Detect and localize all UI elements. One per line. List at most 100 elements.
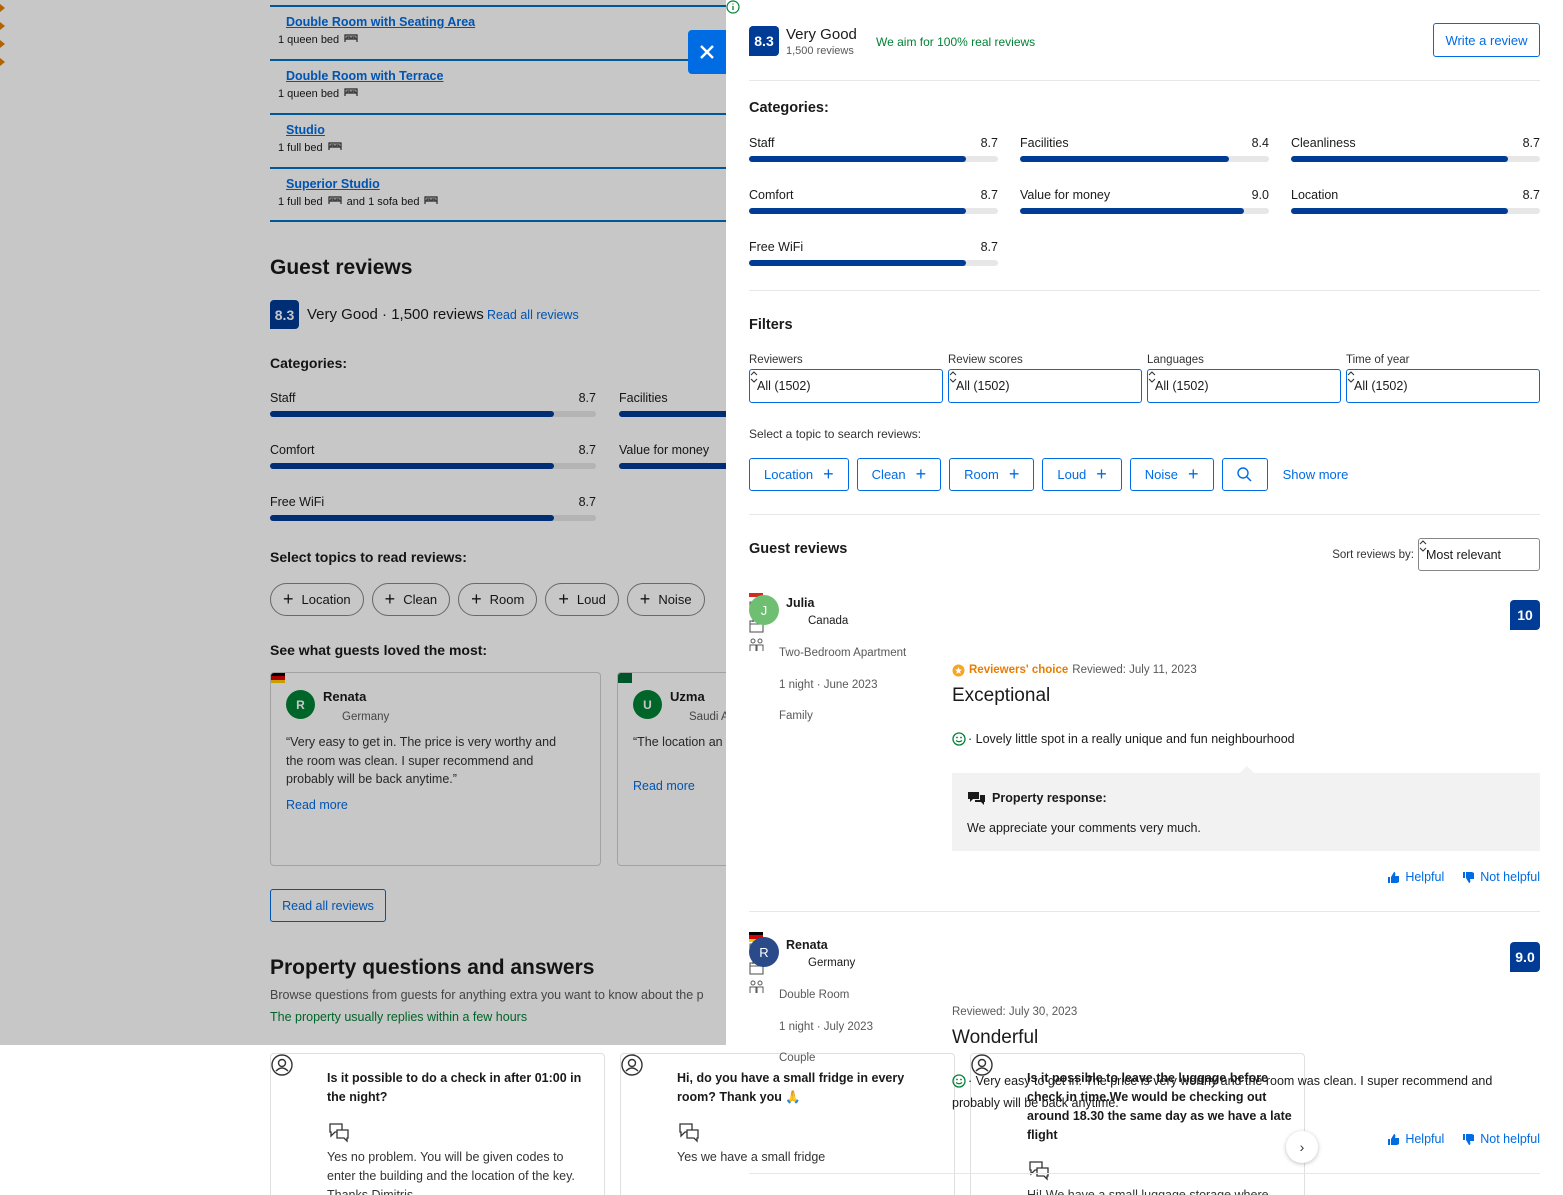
read-all-link[interactable]: Read all reviews [487, 308, 579, 322]
category-name: Staff [270, 391, 296, 405]
avatar: R [749, 937, 779, 967]
category-score: 8.4 [1251, 136, 1269, 150]
topic-label: Clean [403, 592, 438, 607]
read-all-button[interactable]: Read all reviews [270, 889, 386, 922]
room-link[interactable]: Double Room with Terrace [286, 69, 444, 83]
expand-arrow [0, 18, 1563, 36]
filters-title: Filters [749, 317, 793, 333]
stay-icon [749, 619, 1540, 638]
filter-select[interactable]: All (1502) [1346, 369, 1540, 403]
topic-label: Loud [576, 592, 606, 607]
reviewers-choice: Reviewers' choice [969, 664, 1069, 676]
search-button[interactable] [1221, 458, 1268, 491]
helpful-button[interactable]: Helpful [1387, 1130, 1444, 1148]
thumb-icon-shape [1388, 871, 1400, 883]
topic-label: Room [964, 467, 999, 482]
reviewer-name: Uzma [670, 689, 705, 704]
reviewer-name: Renata [323, 689, 367, 704]
divider [749, 290, 1540, 291]
review-meta: Reviewed: July 30, 2023 [952, 1003, 1540, 1021]
close-button[interactable] [688, 30, 726, 74]
filter-value: All (1502) [757, 379, 811, 393]
divider [270, 59, 726, 61]
category-name: Location [1291, 188, 1339, 202]
category-name: Cleanliness [1291, 136, 1356, 150]
not-helpful-button[interactable]: Not helpful [1462, 868, 1540, 886]
review: J Julia Canada Two-Bedroom Apartment 1 night… [749, 590, 1540, 912]
topic-label: Noise [1144, 467, 1179, 482]
sort-select[interactable]: Most relevant [1418, 538, 1540, 571]
helpful-button[interactable]: Helpful [1387, 868, 1444, 886]
qa-card: Hi, do you have a small fridge in every … [620, 1053, 955, 1195]
bed-icon [328, 141, 342, 154]
expand-arrow-shape [0, 40, 5, 48]
topic-button[interactable]: Clean + [856, 458, 942, 491]
not-helpful-button[interactable]: Not helpful [1462, 1130, 1540, 1148]
info-icon [726, 0, 1563, 19]
avatar: R [286, 690, 315, 719]
carousel-next[interactable]: › [1286, 1131, 1318, 1163]
review-card: R Renata Germany “Very easy to get in. The … [270, 672, 601, 866]
traveler-icon-shape [749, 638, 764, 651]
read-more[interactable]: Read more [286, 798, 348, 812]
score-bar [1291, 156, 1508, 162]
write-review-button[interactable]: Write a review [1433, 23, 1540, 57]
filter-select[interactable]: All (1502) [1147, 369, 1341, 403]
category-score: 8.7 [1522, 136, 1540, 150]
room-link[interactable]: Studio [286, 123, 325, 137]
review-text: · Lovely little spot in a really unique … [968, 732, 1295, 746]
expand-arrow [0, 54, 1563, 72]
filter-select[interactable]: All (1502) [948, 369, 1142, 403]
filter-label: Reviewers [749, 354, 803, 366]
topic-label: Location [764, 467, 814, 482]
qa-title: Property questions and answers [270, 956, 595, 979]
room-link[interactable]: Double Room with Seating Area [286, 15, 476, 29]
reviewer-country: Canada [808, 615, 849, 627]
review-text-row: · Lovely little spot in a really unique … [952, 730, 1527, 752]
reviewer-country: Germany [342, 711, 390, 723]
traveler-icon [749, 638, 1540, 657]
topic-pills: + Location + Clean + Room + Loud + Noise [270, 583, 705, 616]
plus-icon: + [1096, 464, 1107, 484]
read-more[interactable]: Read more [633, 779, 695, 793]
topic-pill[interactable]: + Location [270, 583, 364, 616]
thumb-icon [1387, 871, 1400, 884]
topic-button[interactable]: Location + [749, 458, 849, 491]
topic-button[interactable]: Loud + [1042, 458, 1122, 491]
topic-button[interactable]: Noise + [1129, 458, 1214, 491]
score-bar [270, 411, 554, 417]
expand-arrow-shape [0, 58, 5, 66]
filter-select[interactable]: All (1502) [749, 369, 943, 403]
question-icon [621, 1054, 954, 1082]
plus-icon: + [1188, 464, 1199, 484]
show-more-link[interactable]: Show more [1282, 467, 1349, 482]
bed-icon [328, 195, 342, 208]
answer-icon-shape [329, 1123, 349, 1143]
review-score: 10 [1510, 600, 1540, 630]
topic-pill[interactable]: + Noise [626, 583, 705, 616]
divider [749, 80, 1540, 81]
expand-arrow [0, 36, 1563, 54]
search-button-shape [1237, 467, 1252, 482]
qa-answer: Hi! We have a small luggage storage wher… [1027, 1188, 1269, 1195]
topic-button[interactable]: Room + [949, 458, 1035, 491]
topic-pill[interactable]: + Room [458, 583, 538, 616]
flag-stripe [749, 590, 763, 594]
qa-question: Is it possible to leave the luggage befo… [1027, 1071, 1292, 1142]
topic-pill[interactable]: + Loud [545, 583, 619, 616]
category-name: Free WiFi [749, 240, 804, 254]
flag-stripe [271, 676, 285, 680]
score-bar [1020, 208, 1245, 214]
plus-icon: + [283, 589, 294, 609]
room-link[interactable]: Superior Studio [286, 177, 380, 191]
topic-label: Location [301, 592, 351, 607]
feedback-row: Helpful Not helpful [952, 1130, 1540, 1148]
flag-stripe [271, 673, 285, 677]
thumb-icon [1462, 1133, 1475, 1146]
category-score: 9.0 [1251, 188, 1269, 202]
bed-icon-shape [424, 196, 439, 204]
response-title-row: Property response: [967, 789, 1525, 807]
qa-subtitle: Browse questions from guests for anythin… [270, 988, 704, 1002]
topic-pill[interactable]: + Clean [371, 583, 451, 616]
